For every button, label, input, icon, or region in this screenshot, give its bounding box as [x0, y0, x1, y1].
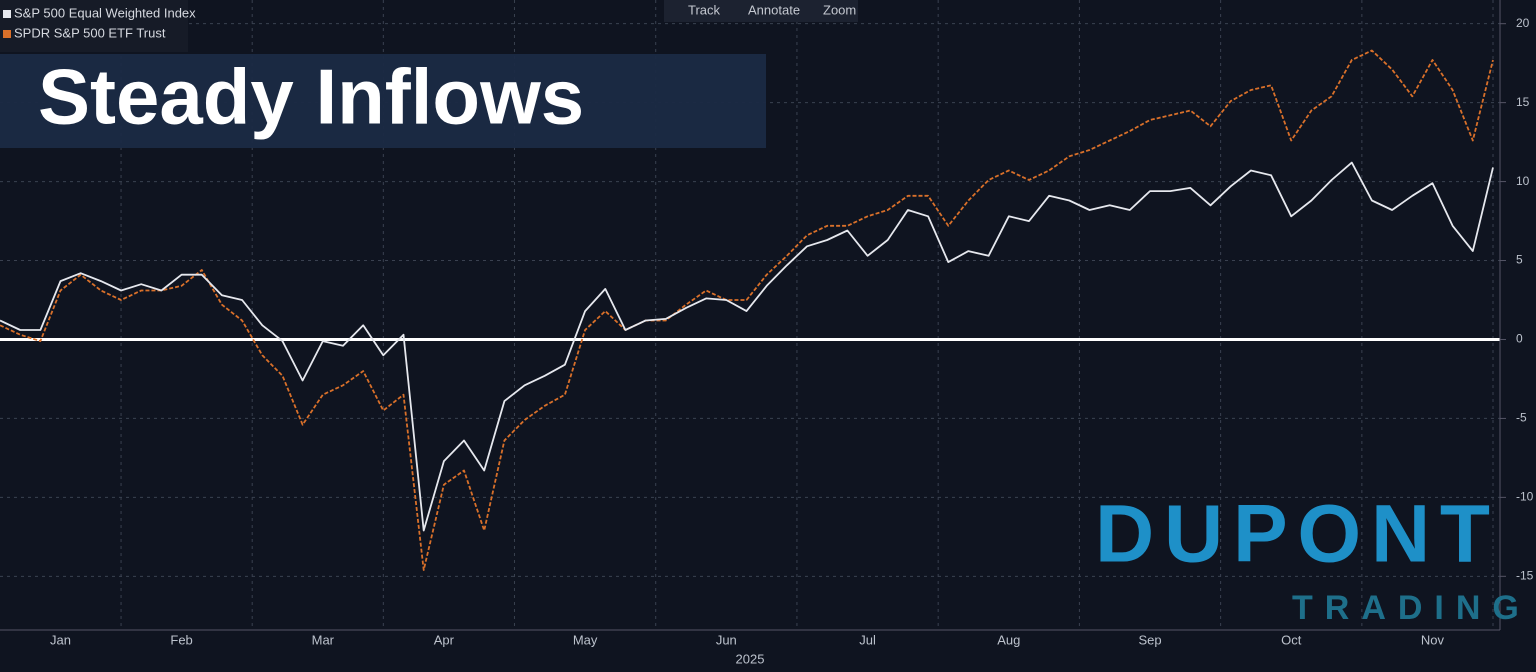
x-tick-label: Sep — [1138, 632, 1161, 647]
lines — [0, 49, 1494, 571]
logo-tagline: TRADING — [1292, 589, 1531, 627]
series-line — [0, 49, 1494, 571]
y-tick-label: -5 — [1516, 411, 1527, 425]
x-tick-label: Apr — [434, 632, 455, 647]
legend-bg — [0, 0, 188, 52]
legend-swatch — [3, 30, 11, 38]
legend-label: SPDR S&P 500 ETF Trust — [14, 25, 166, 40]
y-tick-label: -10 — [1516, 490, 1534, 504]
toolbar: Track Annotate Zoom — [664, 0, 858, 22]
toolbar-button[interactable]: Zoom — [823, 2, 856, 17]
y-tick-label: 10 — [1516, 174, 1530, 188]
legend-swatch — [3, 10, 11, 18]
toolbar-button[interactable]: Track — [688, 2, 721, 17]
y-tick-label: 20 — [1516, 16, 1530, 30]
legend: S&P 500 Equal Weighted Index SPDR S&P 500… — [0, 0, 196, 52]
x-tick-label: Jan — [50, 632, 71, 647]
y-tick-label: 5 — [1516, 253, 1523, 267]
x-axis-label: 2025 — [736, 651, 765, 666]
toolbar-bg — [664, 0, 858, 22]
y-tick-label: 0 — [1516, 332, 1523, 346]
y-tick-label: 15 — [1516, 95, 1530, 109]
x-tick-label: Oct — [1281, 632, 1302, 647]
x-tick-label: Feb — [170, 632, 192, 647]
toolbar-button[interactable]: Annotate — [748, 2, 800, 17]
x-tick-label: Mar — [312, 632, 335, 647]
x-tick-label: Jun — [716, 632, 737, 647]
y-tick-label: -15 — [1516, 568, 1534, 582]
x-tick-label: May — [573, 632, 598, 647]
legend-label: S&P 500 Equal Weighted Index — [14, 5, 196, 20]
x-tick-label: Aug — [997, 632, 1020, 647]
title-banner — [0, 54, 766, 148]
title: Steady Inflows — [38, 53, 584, 141]
series-line — [0, 161, 1494, 532]
x-tick-label: Nov — [1421, 632, 1445, 647]
x-tick-label: Jul — [859, 632, 876, 647]
